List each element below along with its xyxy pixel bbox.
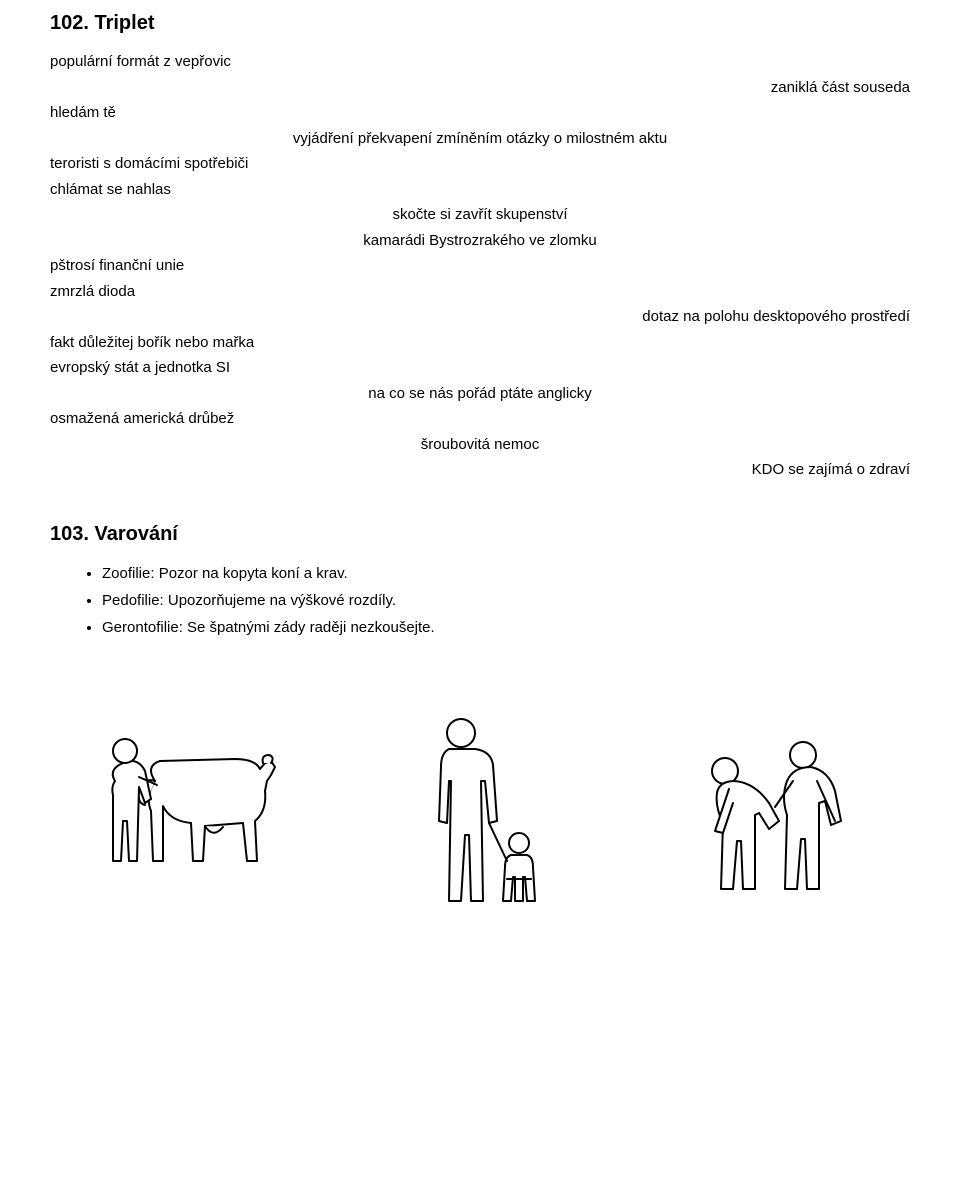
heading-102: 102. Triplet — [50, 12, 910, 35]
figure-adult-child-icon — [415, 711, 555, 911]
heading-103: 103. Varování — [50, 523, 910, 546]
line-14: na co se nás pořád ptáte anglicky — [50, 381, 910, 407]
warning-list: Zoofilie: Pozor na kopyta koní a krav. P… — [50, 560, 910, 641]
triplet-lines: populární formát z vepřovic zaniklá část… — [50, 49, 910, 483]
line-8: kamarádi Bystrozrakého ve zlomku — [50, 228, 910, 254]
line-3: hledám tě — [50, 100, 910, 126]
line-11: dotaz na polohu desktopového prostředí — [50, 304, 910, 330]
line-12: fakt důležitej bořík nebo mařka — [50, 330, 910, 356]
line-7: skočte si zavřít skupenství — [50, 202, 910, 228]
line-5: teroristi s domácími spotřebiči — [50, 151, 910, 177]
line-9: pštrosí finanční unie — [50, 253, 910, 279]
list-item: Zoofilie: Pozor na kopyta koní a krav. — [102, 560, 910, 587]
line-6: chlámat se nahlas — [50, 177, 910, 203]
line-4: vyjádření překvapení zmíněním otázky o m… — [50, 126, 910, 152]
page: 102. Triplet populární formát z vepřovic… — [0, 0, 960, 1183]
figures-row — [50, 711, 910, 911]
line-10: zmrzlá dioda — [50, 279, 910, 305]
figure-child-cow-icon — [85, 711, 285, 881]
section-102: 102. Triplet populární formát z vepřovic… — [50, 12, 910, 483]
list-item: Gerontofilie: Se špatnými zády raději ne… — [102, 614, 910, 641]
line-17: KDO se zajímá o zdraví — [50, 457, 910, 483]
list-item: Pedofilie: Upozorňujeme na výškové rozdí… — [102, 587, 910, 614]
line-16: šroubovitá nemoc — [50, 432, 910, 458]
line-1: populární formát z vepřovic — [50, 49, 910, 75]
line-13: evropský stát a jednotka SI — [50, 355, 910, 381]
figure-two-bent-icon — [685, 711, 875, 901]
section-103: 103. Varování Zoofilie: Pozor na kopyta … — [50, 523, 910, 641]
line-2: zaniklá část souseda — [50, 75, 910, 101]
line-15: osmažená americká drůbež — [50, 406, 910, 432]
